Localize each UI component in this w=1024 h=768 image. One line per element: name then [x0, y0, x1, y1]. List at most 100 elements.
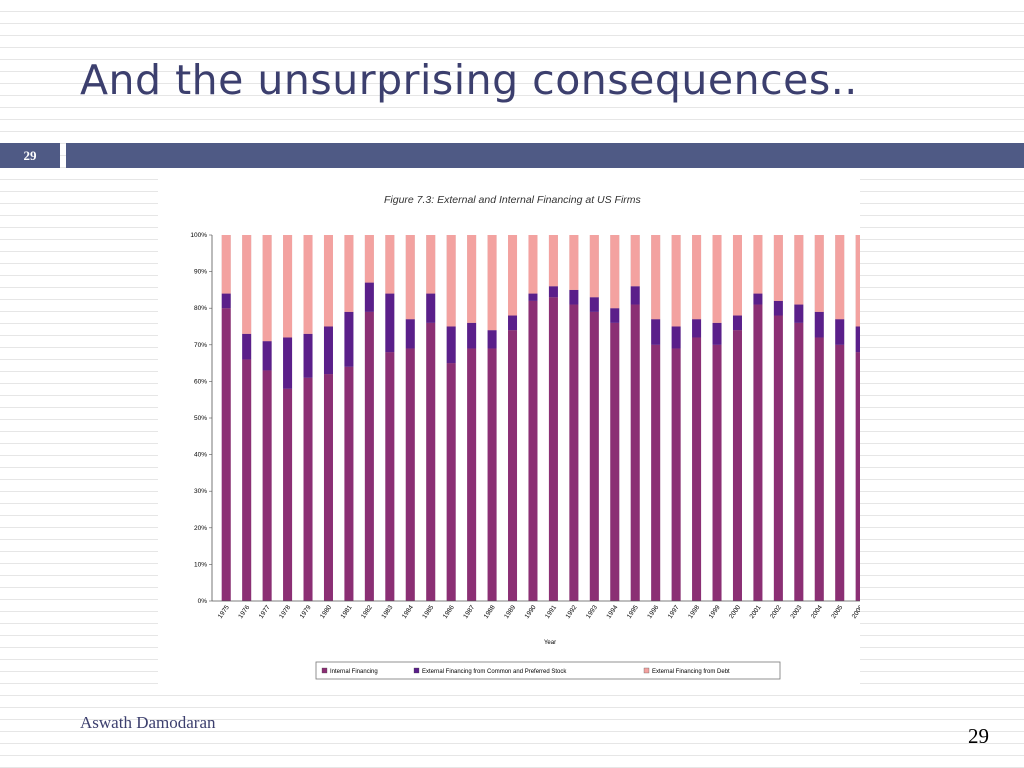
x-tick-label: 1997 — [667, 604, 681, 620]
x-tick-label: 2001 — [749, 604, 763, 620]
bar-segment-1 — [835, 344, 845, 601]
bar-segment-1 — [548, 297, 558, 601]
bar-segment-1 — [855, 352, 860, 601]
x-axis: 1975 1976 1977 1978 1979 1980 1981 1982 1983 1984… — [212, 600, 860, 620]
bar-segment-1 — [732, 330, 742, 601]
title-bar — [66, 143, 1024, 168]
bar-segment-2 — [303, 333, 313, 378]
bar-segment-1 — [651, 344, 661, 601]
bar-segment-2 — [814, 311, 824, 338]
legend-label-1: Internal Financing — [330, 669, 378, 675]
slide-number-box: 29 — [0, 143, 60, 168]
x-tick-label: 2000 — [728, 604, 742, 620]
y-axis: 0% 10% 20% 30% 40% 50% 60% 70% 80% 90% 100% — [190, 232, 213, 605]
legend-swatch-1 — [321, 667, 328, 674]
y-tick-label: 40% — [194, 452, 207, 459]
x-tick-label: 1982 — [360, 604, 374, 620]
x-tick-label: 1996 — [646, 604, 660, 620]
x-tick-label: 2004 — [810, 604, 824, 620]
bar-segment-2 — [671, 326, 681, 349]
bar-segment-3 — [323, 235, 333, 327]
legend-label-2: External Financing from Common and Prefe… — [422, 669, 567, 675]
chart-title: Figure 7.3: External and Internal Financ… — [384, 194, 642, 206]
bar-segment-1 — [446, 363, 456, 601]
bar-segment-2 — [732, 315, 742, 331]
y-tick-label: 80% — [194, 305, 207, 312]
bar-segment-3 — [855, 235, 860, 327]
bar-segment-3 — [426, 235, 436, 294]
bar-segment-1 — [364, 311, 374, 601]
x-tick-label: 1978 — [278, 604, 292, 620]
bar-segment-3 — [508, 235, 518, 316]
x-tick-label: 1994 — [605, 604, 619, 620]
bar-segment-2 — [855, 326, 860, 353]
x-tick-label: 1998 — [687, 604, 701, 620]
legend-box — [315, 661, 781, 680]
bar-segment-1 — [467, 348, 477, 601]
x-tick-label: 1977 — [258, 604, 272, 620]
y-tick-label: 100% — [190, 232, 207, 239]
bar-segment-2 — [630, 286, 640, 305]
bar-segment-2 — [753, 293, 763, 305]
bar-segment-2 — [548, 286, 558, 298]
bar-segment-1 — [508, 330, 518, 601]
bar-segment-1 — [589, 311, 599, 601]
bar-segment-1 — [426, 322, 436, 601]
bar-segment-2 — [283, 337, 293, 389]
y-tick-label: 20% — [194, 525, 207, 532]
bar-segment-2 — [610, 308, 620, 323]
bar-segment-2 — [446, 326, 456, 364]
bar-segment-3 — [405, 235, 415, 320]
bar-segment-1 — [344, 366, 354, 601]
bar-segment-1 — [303, 377, 313, 601]
chart-panel: Figure 7.3: External and Internal Financ… — [158, 178, 860, 686]
bar-segment-1 — [712, 344, 722, 601]
bar-segment-2 — [589, 297, 599, 312]
bar-segment-3 — [732, 235, 742, 316]
x-tick-label: 1981 — [340, 604, 354, 620]
legend-swatch-2 — [413, 667, 420, 674]
bar-segment-3 — [221, 235, 231, 294]
x-tick-label: 2002 — [769, 604, 783, 620]
bar-segment-1 — [242, 359, 252, 601]
y-tick-label: 50% — [194, 415, 207, 422]
bar-segment-1 — [692, 337, 702, 601]
bar-segment-1 — [753, 304, 763, 601]
bar-segment-2 — [692, 319, 702, 338]
bar-segment-3 — [835, 235, 845, 320]
legend: Internal Financing External Financing fro… — [315, 661, 781, 680]
bar-segment-1 — [283, 388, 293, 601]
x-tick-label: 1976 — [237, 604, 251, 620]
bar-segment-2 — [569, 289, 579, 305]
bar-segment-2 — [344, 311, 354, 367]
page-number: 29 — [968, 724, 989, 748]
x-axis-label: Year — [544, 640, 556, 646]
bar-segment-1 — [671, 348, 681, 601]
bar-segment-2 — [385, 293, 395, 353]
y-tick-label: 90% — [194, 269, 207, 276]
bar-segment-1 — [323, 374, 333, 601]
bar-segment-2 — [773, 300, 783, 316]
x-tick-label: 1975 — [217, 604, 231, 620]
y-tick-label: 70% — [194, 342, 207, 349]
bar-segment-3 — [446, 235, 456, 327]
y-tick-label: 30% — [194, 488, 207, 495]
bar-segment-1 — [569, 304, 579, 601]
bar-segment-3 — [385, 235, 395, 294]
bar-segment-1 — [221, 308, 231, 601]
bar-segment-2 — [426, 293, 436, 323]
x-tick-label: 1990 — [524, 604, 538, 620]
x-tick-label: 1987 — [462, 604, 476, 620]
x-tick-label: 1986 — [442, 604, 456, 620]
bar-segment-2 — [467, 322, 477, 349]
bar-segment-1 — [385, 352, 395, 601]
x-tick-label: 1979 — [299, 604, 313, 620]
bar-segment-3 — [753, 235, 763, 294]
bar-segment-1 — [262, 370, 272, 601]
bar-segment-3 — [303, 235, 313, 334]
bar-segment-1 — [487, 348, 497, 601]
bar-segment-3 — [242, 235, 252, 334]
x-tick-label: 1992 — [564, 604, 578, 620]
bar-segment-2 — [528, 293, 538, 301]
x-tick-label: 1999 — [708, 604, 722, 620]
